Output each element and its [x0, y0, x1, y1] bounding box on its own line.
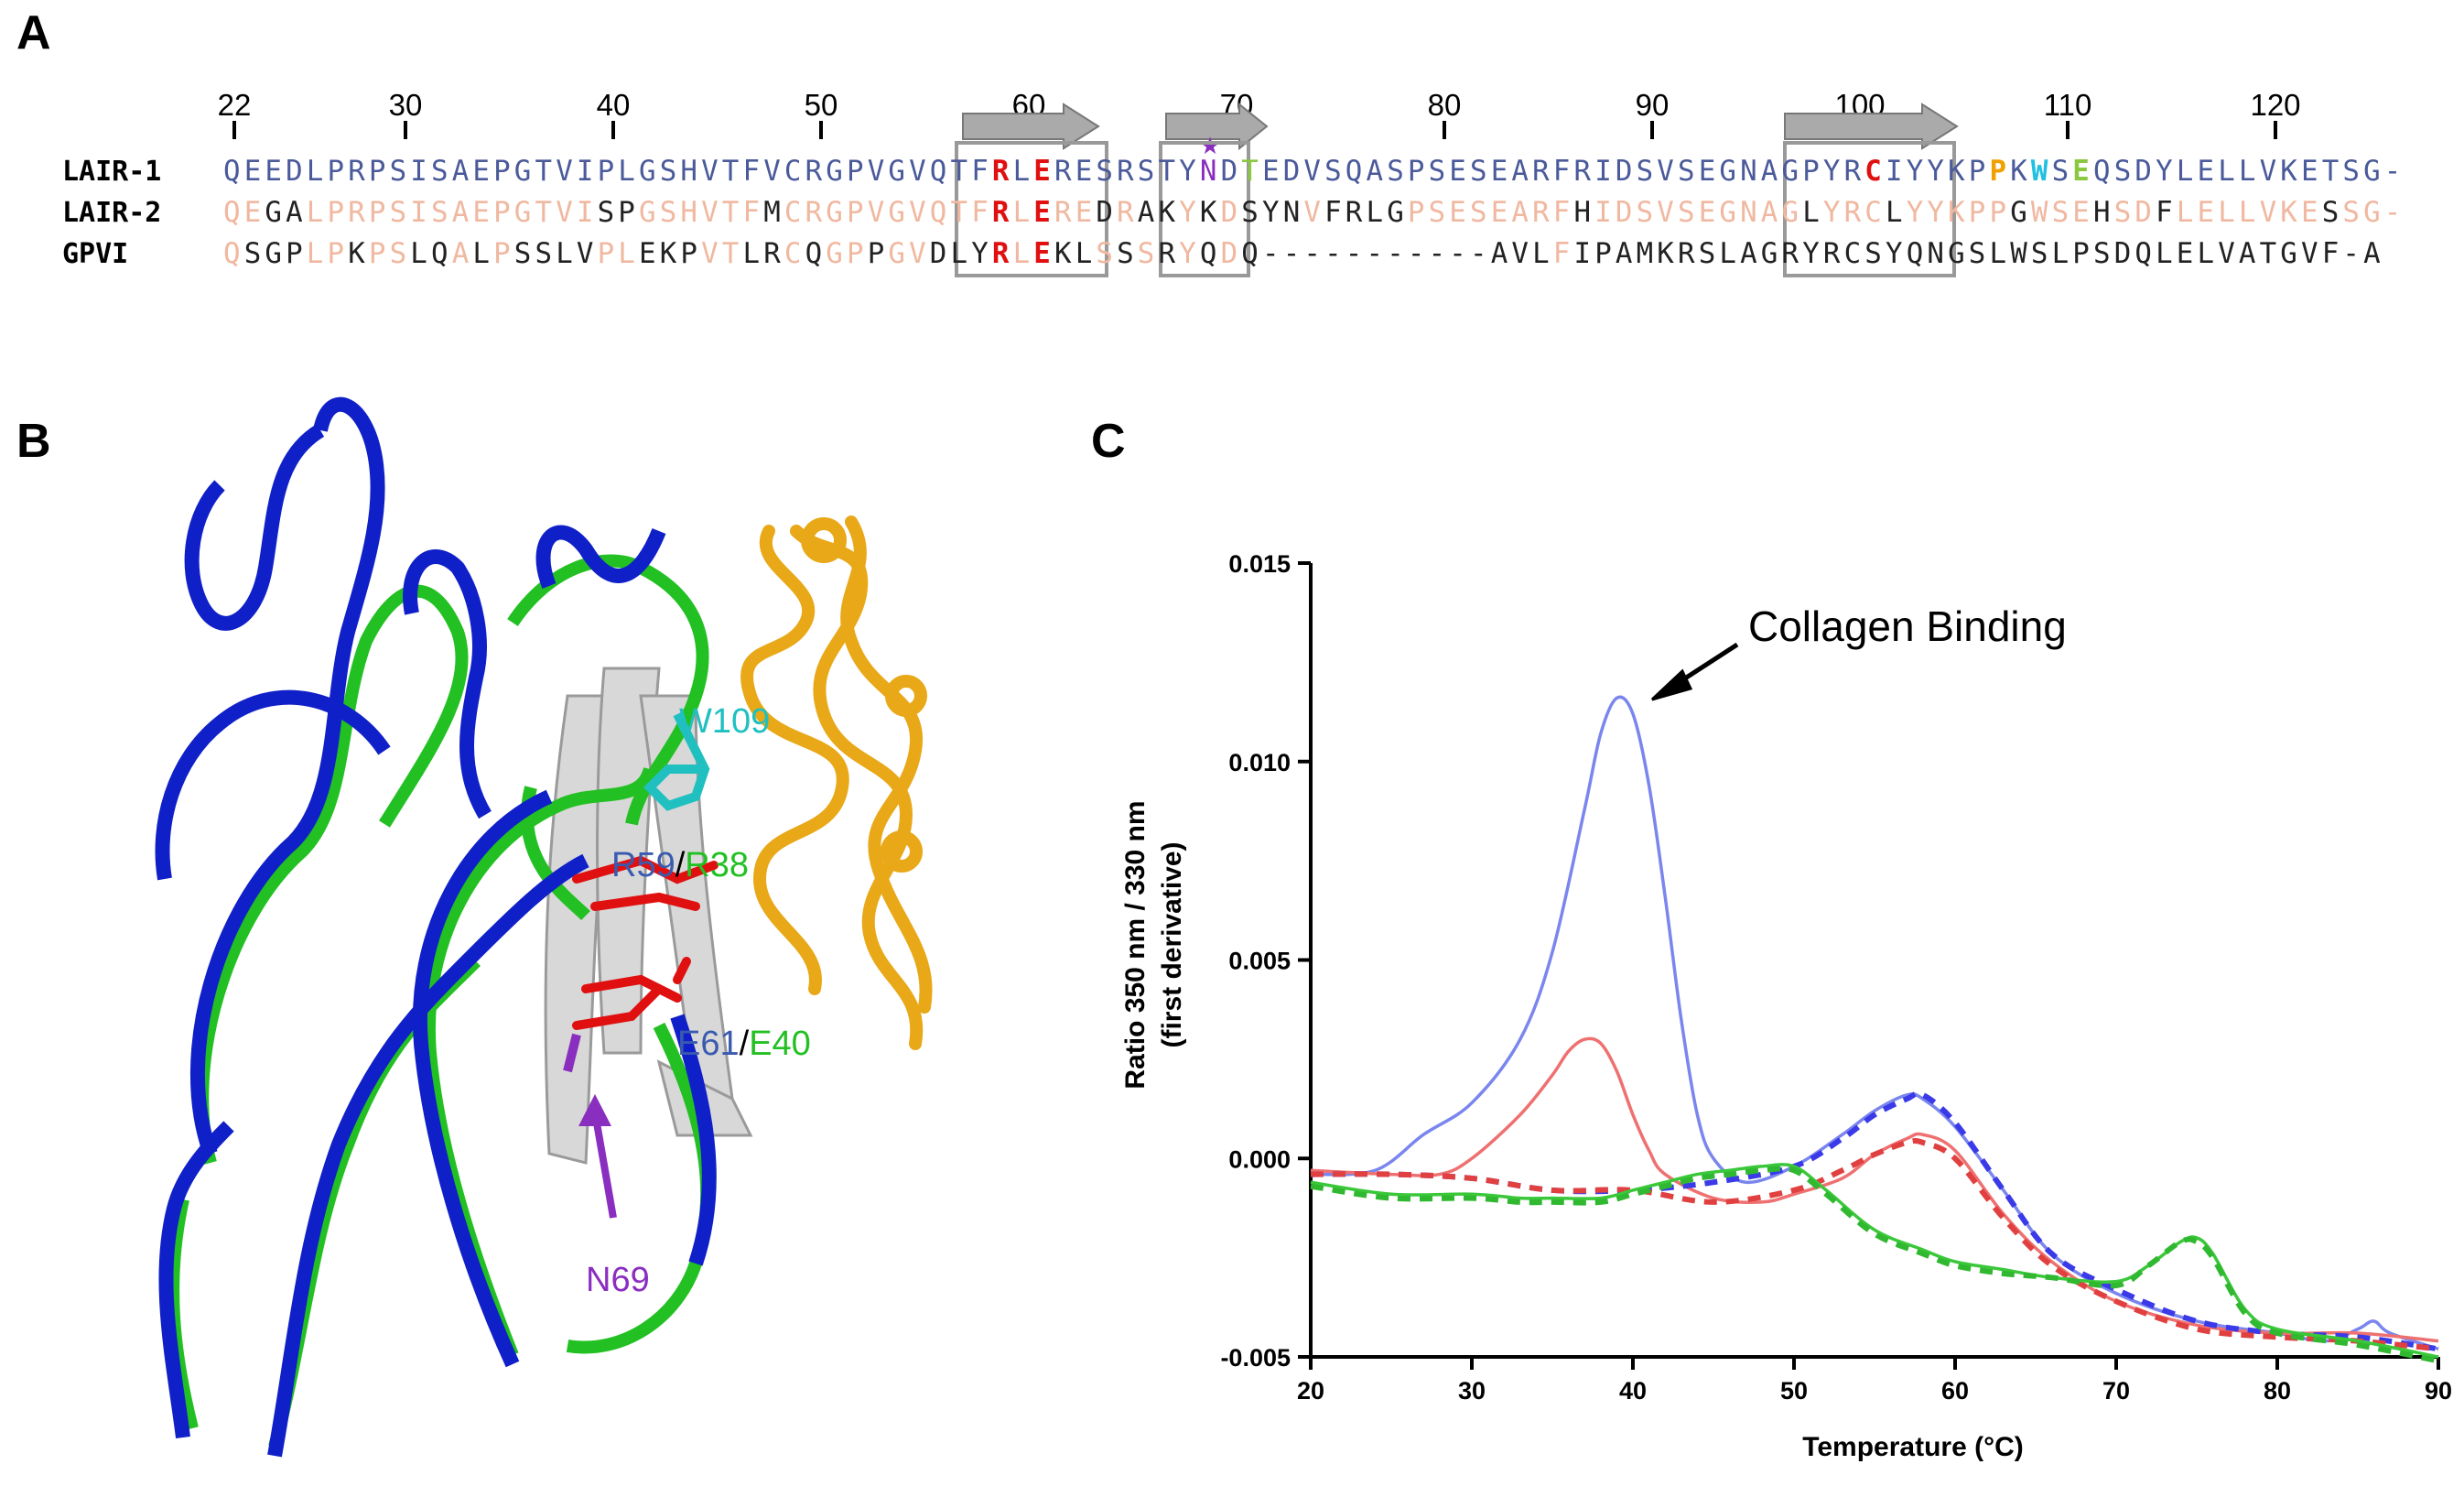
chart-axes: -0.005 0.000 0.005 0.010 0.015 20 30 40 50 60 70 80… [1220, 550, 2452, 1405]
y-tick-label: 0.005 [1228, 948, 1291, 975]
label-r59: R59 [611, 846, 675, 884]
x-tick-label: 60 [1941, 1377, 1969, 1405]
label-slash: / [675, 846, 686, 884]
residue-number: 80 [1428, 88, 1462, 122]
n69-arrow-icon [591, 1112, 617, 1219]
label-e40: E40 [749, 1025, 811, 1063]
label-e61-e40: E61/E40 [677, 1025, 811, 1063]
annotation-arrow-icon [1650, 642, 1739, 701]
residue-number: 90 [1636, 88, 1670, 122]
y-tick-label: 0.015 [1228, 550, 1291, 578]
beta-strand-arrow [1784, 103, 1959, 150]
residue-number: 22 [218, 88, 252, 122]
beta-strand-arrow [962, 103, 1100, 150]
x-tick-label: 50 [1780, 1377, 1808, 1405]
x-tick-label: 70 [2102, 1377, 2130, 1405]
collagen-binding-annotation: Collagen Binding [1748, 602, 2067, 650]
x-tick-label: 40 [1619, 1377, 1647, 1405]
series-line-4 [1310, 1163, 2439, 1359]
label-r59-r38: R59/R38 [611, 846, 749, 884]
residue-number: 50 [805, 88, 838, 122]
motif-box [955, 141, 1108, 277]
series-line-0 [1310, 695, 2439, 1350]
series-line-5 [1310, 1166, 2439, 1364]
motif-boxes [955, 141, 1956, 277]
residue-stick-w109 [643, 711, 710, 811]
label-n69: N69 [586, 1261, 650, 1299]
label-slash: / [740, 1025, 750, 1063]
panel-label-a: A [16, 6, 51, 60]
panel-label-b: B [16, 415, 51, 468]
label-w109: W109 [679, 702, 770, 741]
y-tick-label: 0.010 [1228, 749, 1291, 776]
y-tick-label: -0.005 [1220, 1344, 1291, 1372]
x-axis-title: Temperature (°C) [1802, 1432, 2023, 1462]
label-e61: E61 [677, 1025, 740, 1063]
x-tick-label: 20 [1297, 1377, 1324, 1405]
x-tick-label: 90 [2425, 1377, 2452, 1405]
secondary-structure-arrows [962, 102, 1959, 151]
y-tick-label: 0.000 [1228, 1145, 1291, 1173]
residue-number: 120 [2250, 88, 2300, 122]
residue-number: 40 [597, 88, 631, 122]
panel-label-c: C [1091, 415, 1126, 468]
series-line-3 [1310, 1138, 2439, 1352]
series-line-2 [1310, 1090, 2439, 1352]
collagen-helix [740, 515, 933, 1050]
residue-sticks-red [572, 855, 719, 1030]
x-tick-label: 80 [2264, 1377, 2291, 1405]
beta-strand-arrow [1165, 102, 1269, 151]
row-label-lair2: LAIR-2 [62, 197, 161, 229]
motif-box [1783, 141, 1956, 277]
residue-number: 110 [2044, 88, 2092, 122]
y-axis-subtitle: (first derivative) [1157, 841, 1187, 1047]
x-tick-label: 30 [1458, 1377, 1486, 1405]
series-line-1 [1310, 1036, 2439, 1343]
label-r38: R38 [685, 846, 749, 884]
row-label-lair1: LAIR-1 [62, 156, 161, 188]
glycosylation-star-icon: ★ [1199, 132, 1220, 159]
row-label-gpvi: GPVI [62, 238, 128, 270]
residue-number: 30 [389, 88, 423, 122]
motif-box [1159, 141, 1250, 277]
chart-series [1310, 695, 2439, 1364]
lair1-ribbon [155, 396, 717, 1458]
y-axis-title: Ratio 350 nm / 330 nm [1120, 800, 1151, 1089]
residue-stick-n69 [563, 1033, 581, 1073]
